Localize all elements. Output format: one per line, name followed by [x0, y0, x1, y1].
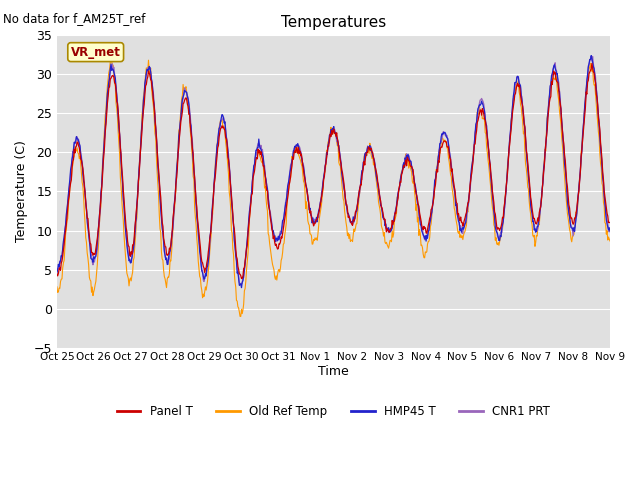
HMP45 T: [588, 53, 595, 59]
Panel T: [53, 271, 61, 277]
Panel T: [220, 124, 227, 130]
Old Ref Temp: [269, 264, 277, 270]
CNR1 PRT: [53, 266, 61, 272]
CNR1 PRT: [606, 227, 614, 233]
Line: Old Ref Temp: Old Ref Temp: [57, 57, 610, 316]
Old Ref Temp: [423, 249, 431, 255]
Panel T: [606, 220, 614, 226]
Panel T: [237, 276, 245, 281]
CNR1 PRT: [422, 237, 430, 242]
Text: VR_met: VR_met: [71, 46, 120, 59]
Text: No data for f_AM25T_ref: No data for f_AM25T_ref: [3, 12, 145, 25]
HMP45 T: [269, 227, 276, 233]
X-axis label: Time: Time: [318, 365, 349, 378]
HMP45 T: [118, 171, 125, 177]
CNR1 PRT: [248, 190, 255, 195]
Line: HMP45 T: HMP45 T: [57, 56, 610, 288]
CNR1 PRT: [236, 281, 244, 287]
HMP45 T: [237, 285, 245, 290]
Old Ref Temp: [118, 208, 126, 214]
CNR1 PRT: [269, 228, 276, 234]
HMP45 T: [606, 228, 614, 233]
Panel T: [588, 60, 596, 66]
Panel T: [248, 192, 255, 198]
HMP45 T: [422, 238, 430, 244]
Old Ref Temp: [220, 124, 228, 130]
Old Ref Temp: [606, 238, 614, 244]
Old Ref Temp: [236, 313, 244, 319]
Line: Panel T: Panel T: [57, 63, 610, 278]
HMP45 T: [53, 270, 61, 276]
Panel T: [118, 166, 125, 172]
HMP45 T: [391, 211, 399, 216]
CNR1 PRT: [391, 209, 399, 215]
Y-axis label: Temperature (C): Temperature (C): [15, 141, 28, 242]
CNR1 PRT: [118, 168, 125, 174]
Old Ref Temp: [248, 190, 256, 196]
Panel T: [269, 228, 276, 234]
Legend: Panel T, Old Ref Temp, HMP45 T, CNR1 PRT: Panel T, Old Ref Temp, HMP45 T, CNR1 PRT: [112, 400, 555, 423]
Panel T: [391, 210, 399, 216]
Panel T: [422, 230, 430, 236]
CNR1 PRT: [220, 114, 227, 120]
CNR1 PRT: [589, 54, 596, 60]
Old Ref Temp: [53, 284, 61, 290]
Old Ref Temp: [392, 214, 399, 219]
Title: Temperatures: Temperatures: [281, 15, 386, 30]
Line: CNR1 PRT: CNR1 PRT: [57, 57, 610, 284]
HMP45 T: [220, 115, 227, 120]
Old Ref Temp: [107, 54, 115, 60]
HMP45 T: [248, 189, 255, 195]
